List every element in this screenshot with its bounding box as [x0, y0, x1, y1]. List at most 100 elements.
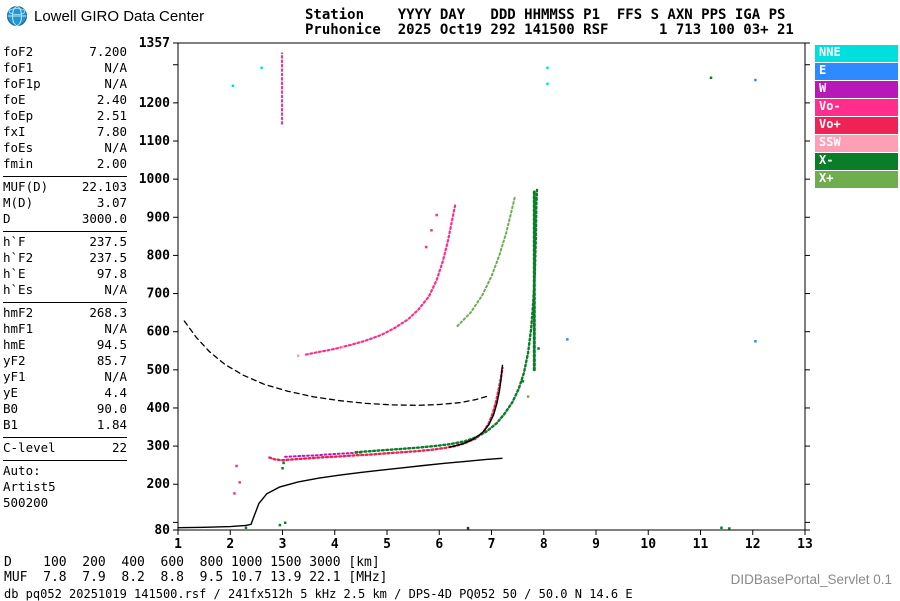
param-label: C-level — [3, 440, 56, 455]
svg-text:1100: 1100 — [139, 134, 170, 149]
param-value: 94.5 — [96, 337, 127, 352]
svg-text:8: 8 — [540, 537, 548, 552]
param-label: yF1 — [3, 369, 26, 384]
giro-logo-icon — [7, 6, 27, 26]
param-label: B0 — [3, 401, 19, 416]
param-row-fof2: foF2 7.200 — [3, 44, 127, 60]
param-row-foep: foEp 2.51 — [3, 108, 127, 124]
param-label: foF2 — [3, 44, 34, 59]
param-row-he: h`E 97.8 — [3, 266, 127, 282]
svg-text:2: 2 — [226, 537, 234, 552]
param-label: MUF(D) — [3, 179, 49, 194]
app-title: Lowell GIRO Data Center — [34, 7, 205, 25]
svg-text:7: 7 — [488, 537, 496, 552]
header-values-row: Pruhonice 2025 Oct19 292 141500 RSF 1 71… — [305, 22, 794, 38]
header-fields-row: Station YYYY DAY DDD HHMMSS P1 FFS S AXN… — [305, 7, 786, 23]
svg-text:500: 500 — [147, 363, 171, 378]
svg-text:80: 80 — [154, 523, 170, 538]
legend-item-x: X- — [815, 153, 898, 170]
param-group-3: hmF2 268.3 hmF1 N/A hmE 94.5 yF2 85.7 yF1 N/A yE 4.… — [3, 303, 127, 438]
param-value: 3000.0 — [81, 211, 127, 226]
muf-row: MUF 7.8 7.9 8.2 8.8 9.5 10.7 13.9 22.1 [… — [4, 570, 388, 585]
param-row-hes: h`Es N/A — [3, 282, 127, 298]
param-label: yF2 — [3, 353, 26, 368]
param-label: foF1p — [3, 76, 41, 91]
svg-text:900: 900 — [147, 210, 171, 225]
param-value: 4.4 — [104, 385, 127, 400]
svg-text:11: 11 — [693, 537, 709, 552]
param-label: hmE — [3, 337, 26, 352]
param-group-4: C-level 22 — [3, 438, 127, 461]
param-row-foes: foEs N/A — [3, 140, 127, 156]
param-label: hmF2 — [3, 305, 34, 320]
param-label: fmin — [3, 156, 34, 171]
svg-text:1: 1 — [174, 537, 182, 552]
param-label: foEp — [3, 108, 34, 123]
param-row-500200: 500200 — [3, 495, 127, 511]
param-label: M(D) — [3, 195, 34, 210]
param-value: N/A — [104, 76, 127, 91]
param-value: 3.07 — [96, 195, 127, 210]
param-value: N/A — [104, 369, 127, 384]
legend-item-w: W — [815, 81, 898, 98]
param-label: h`Es — [3, 282, 34, 297]
param-row-hf: h`F 237.5 — [3, 234, 127, 250]
svg-text:13: 13 — [797, 537, 813, 552]
param-value: 2.00 — [96, 156, 127, 171]
param-value: N/A — [104, 140, 127, 155]
param-group-0: foF2 7.200 foF1 N/A foF1p N/A foE 2.40 foEp 2.51 f… — [3, 42, 127, 177]
svg-text:5: 5 — [383, 537, 391, 552]
param-label: foEs — [3, 140, 34, 155]
param-value: N/A — [104, 60, 127, 75]
param-row-artist5: Artist5 — [3, 479, 127, 495]
param-row-d: D 3000.0 — [3, 211, 127, 227]
param-label: D — [3, 211, 11, 226]
svg-text:300: 300 — [147, 439, 171, 454]
param-row-fmin: fmin 2.00 — [3, 156, 127, 172]
param-value: 7.80 — [96, 124, 127, 139]
param-label: h`F2 — [3, 250, 34, 265]
param-label: fxI — [3, 124, 26, 139]
param-value: 97.8 — [96, 266, 127, 281]
parameter-panel: foF2 7.200 foF1 N/A foF1p N/A foE 2.40 foEp 2.51 f… — [3, 42, 127, 515]
distance-row: D 100 200 400 600 800 1000 1500 3000 [km… — [4, 555, 380, 570]
param-value: N/A — [104, 321, 127, 336]
legend-item-nne: NNE — [815, 45, 898, 62]
param-label: Artist5 — [3, 479, 56, 494]
legend-item-ssw: SSW — [815, 135, 898, 152]
svg-text:800: 800 — [147, 248, 171, 263]
legend-item-e: E — [815, 63, 898, 80]
param-value: 268.3 — [89, 305, 127, 320]
param-row-clevel: C-level 22 — [3, 440, 127, 456]
legend-item-vo: Vo+ — [815, 117, 898, 134]
param-value: 237.5 — [89, 234, 127, 249]
legend-item-vo: Vo- — [815, 99, 898, 116]
param-label: B1 — [3, 417, 19, 432]
svg-text:10: 10 — [640, 537, 656, 552]
param-row-fof1p: foF1p N/A — [3, 76, 127, 92]
param-row-auto: Auto: — [3, 463, 127, 479]
param-value: 85.7 — [96, 353, 127, 368]
svg-text:4: 4 — [331, 537, 339, 552]
param-value: 22.103 — [81, 179, 127, 194]
svg-text:3: 3 — [279, 537, 287, 552]
param-row-fxi: fxI 7.80 — [3, 124, 127, 140]
param-label: foE — [3, 92, 26, 107]
param-group-2: h`F 237.5 h`F2 237.5 h`E 97.8 h`Es N/A — [3, 232, 127, 303]
svg-text:400: 400 — [147, 401, 171, 416]
param-value: 22 — [111, 440, 127, 455]
param-row-fof1: foF1 N/A — [3, 60, 127, 76]
param-row-hmf1: hmF1 N/A — [3, 321, 127, 337]
param-row-md: M(D) 3.07 — [3, 195, 127, 211]
legend-item-x: X+ — [815, 171, 898, 188]
param-row-hf2: h`F2 237.5 — [3, 250, 127, 266]
param-label: hmF1 — [3, 321, 34, 336]
status-line: db pq052 20251019 141500.rsf / 241fx512h… — [4, 587, 633, 601]
param-value: 2.40 — [96, 92, 127, 107]
param-label: h`E — [3, 266, 26, 281]
servlet-version: DIDBasePortal_Servlet 0.1 — [730, 572, 892, 587]
param-value: N/A — [104, 282, 127, 297]
param-row-mufd: MUF(D) 22.103 — [3, 179, 127, 195]
param-row-ye: yE 4.4 — [3, 385, 127, 401]
svg-text:600: 600 — [147, 325, 171, 340]
